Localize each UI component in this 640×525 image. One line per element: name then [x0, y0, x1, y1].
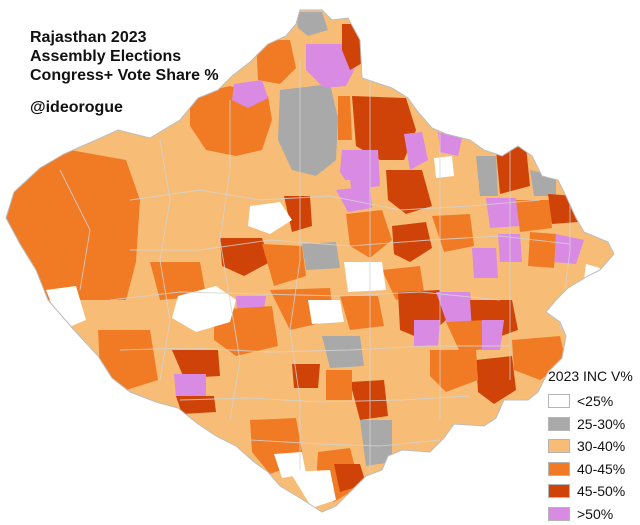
legend-swatch	[548, 417, 570, 431]
author-handle: @ideorogue	[30, 99, 123, 117]
legend-label: 30-40%	[577, 438, 625, 454]
legend-label: >50%	[577, 506, 613, 522]
legend-item: 45-50%	[548, 480, 640, 503]
legend-item: 25-30%	[548, 413, 640, 436]
legend-label: <25%	[577, 393, 613, 409]
title-line-1: Rajasthan 2023	[30, 28, 219, 47]
legend-swatch	[548, 439, 570, 453]
title-line-2: Assembly Elections	[30, 47, 219, 66]
legend-item: 40-45%	[548, 458, 640, 481]
legend-swatch	[548, 394, 570, 408]
legend-swatch	[548, 462, 570, 476]
legend-title: 2023 INC V%	[548, 368, 640, 384]
legend-swatch	[548, 507, 570, 521]
legend-label: 40-45%	[577, 461, 625, 477]
legend-label: 45-50%	[577, 483, 625, 499]
legend-swatch	[548, 484, 570, 498]
legend-item: <25%	[548, 390, 640, 413]
title-line-3: Congress+ Vote Share %	[30, 66, 219, 85]
legend: 2023 INC V% <25% 25-30% 30-40% 40-45% 45…	[548, 368, 640, 525]
legend-item: 30-40%	[548, 435, 640, 458]
map-title: Rajasthan 2023 Assembly Elections Congre…	[30, 28, 219, 85]
legend-label: 25-30%	[577, 416, 625, 432]
